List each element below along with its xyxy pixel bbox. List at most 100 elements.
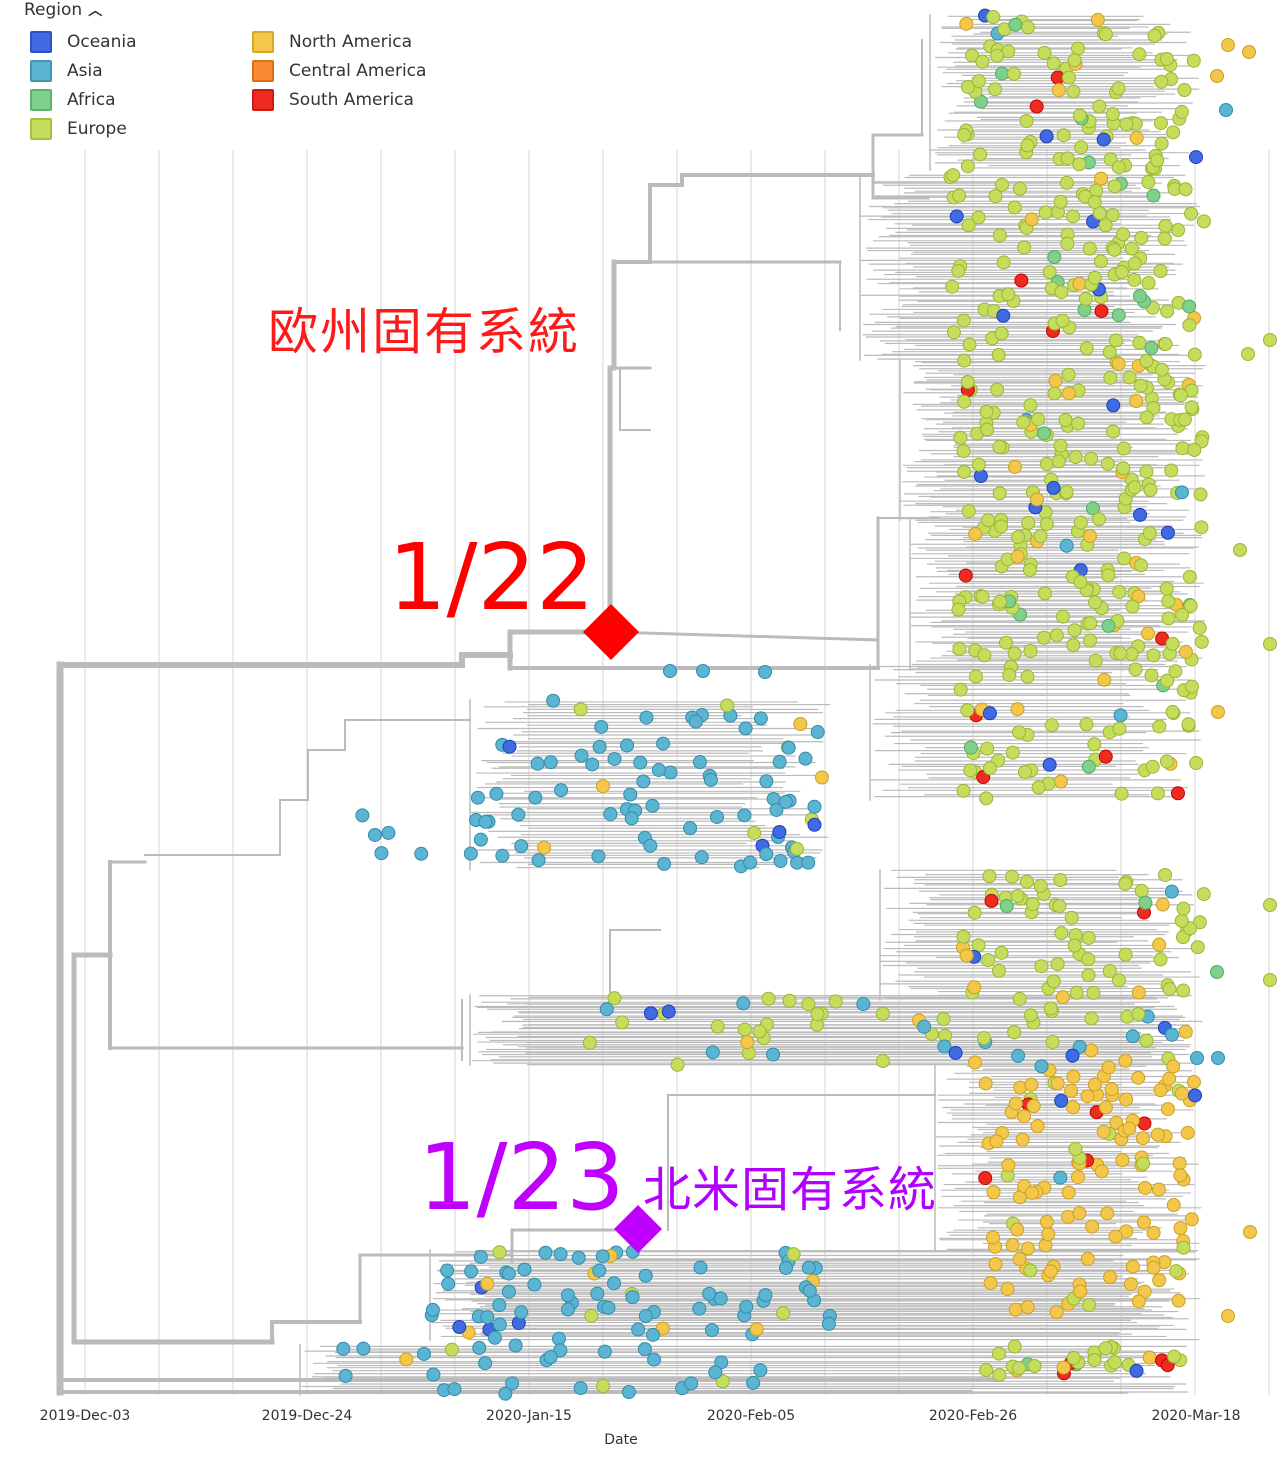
tip-node <box>1108 333 1123 348</box>
tip-node <box>1017 1109 1032 1124</box>
tip-node <box>994 945 1009 960</box>
tip-node <box>1133 507 1148 522</box>
tip-node <box>1141 175 1156 190</box>
legend-item-south-america[interactable]: South America <box>252 87 414 113</box>
tip-node <box>1182 569 1197 584</box>
tip-node <box>546 693 561 708</box>
tip-node <box>1161 611 1176 626</box>
tip-node <box>441 1276 456 1291</box>
tip-node <box>1042 265 1057 280</box>
tip-node <box>1066 1100 1081 1115</box>
tip-node <box>1112 584 1127 599</box>
tip-node <box>801 855 816 870</box>
legend-label: South America <box>289 90 414 110</box>
chevron-up-icon[interactable]: ︿ <box>88 3 103 19</box>
tip-node <box>1007 200 1022 215</box>
legend-item-europe[interactable]: Europe <box>30 116 127 142</box>
tip-node <box>1153 116 1168 131</box>
tip-node <box>1131 985 1146 1000</box>
tip-node <box>994 177 1009 192</box>
tip-node <box>875 1006 890 1021</box>
tip-node <box>1031 412 1046 427</box>
tip-node <box>1141 275 1156 290</box>
tip-node <box>1183 598 1198 613</box>
legend-item-asia[interactable]: Asia <box>30 58 103 84</box>
tip-node <box>801 1260 816 1275</box>
tip-node <box>1128 662 1143 677</box>
tip-node <box>463 846 478 861</box>
tip-node <box>1066 84 1081 99</box>
tip-node <box>917 1019 932 1034</box>
tip-node <box>1080 1089 1095 1104</box>
tip-node <box>1154 136 1169 151</box>
tip-node <box>778 794 793 809</box>
tip-node <box>1016 415 1031 430</box>
tip-node <box>1151 1182 1166 1197</box>
tip-node <box>807 817 822 832</box>
tip-node <box>1131 1070 1146 1085</box>
tip-node <box>1211 705 1225 719</box>
legend-item-central-america[interactable]: Central America <box>252 58 426 84</box>
tip-node <box>1136 1156 1151 1171</box>
tip-node <box>1122 1121 1137 1136</box>
tip-node <box>1146 1225 1161 1240</box>
tip-node <box>1020 1300 1035 1315</box>
tip-node <box>1068 1142 1083 1157</box>
tip-node <box>1116 441 1131 456</box>
tip-node <box>1010 888 1025 903</box>
tip-node <box>992 1367 1007 1382</box>
tip-node <box>514 1305 529 1320</box>
tip-node <box>1061 70 1076 85</box>
tip-node <box>655 1321 670 1336</box>
tip-node <box>1131 1294 1146 1309</box>
tip-node <box>960 703 975 718</box>
tip-node <box>1007 66 1022 81</box>
tip-node <box>560 1288 575 1303</box>
tip-node <box>592 739 607 754</box>
tip-node <box>975 54 990 69</box>
tip-node <box>599 1002 614 1017</box>
tip-node <box>639 710 654 725</box>
tip-node <box>426 1367 441 1382</box>
tip-node <box>1081 930 1096 945</box>
tip-node <box>992 439 1007 454</box>
tip-node <box>1129 1363 1144 1378</box>
tip-node <box>1111 356 1126 371</box>
tip-node <box>971 210 986 225</box>
tip-node <box>1134 558 1149 573</box>
tip-node <box>984 893 999 908</box>
legend-item-oceania[interactable]: Oceania <box>30 29 137 55</box>
tip-node <box>692 1301 707 1316</box>
tip-node <box>790 841 805 856</box>
legend-item-africa[interactable]: Africa <box>30 87 116 113</box>
tip-node <box>988 189 1003 204</box>
tip-node <box>1098 749 1113 764</box>
legend-item-north-america[interactable]: North America <box>252 29 412 55</box>
x-tick-label: 2020-Feb-05 <box>706 1408 796 1424</box>
tip-node <box>1027 1358 1042 1373</box>
tip-node <box>591 849 606 864</box>
tip-node <box>452 1320 467 1335</box>
tip-node <box>963 740 978 755</box>
tip-node <box>1085 1219 1100 1234</box>
tip-node <box>1169 1264 1184 1279</box>
tip-node <box>367 827 382 842</box>
tip-node <box>1081 968 1096 983</box>
tip-node <box>989 1134 1004 1149</box>
tip-node <box>1196 214 1211 229</box>
tip-node <box>472 1340 487 1355</box>
tip-node <box>782 993 797 1008</box>
legend-title[interactable]: Region ︿ <box>24 0 102 20</box>
tip-node <box>773 854 788 869</box>
tip-node <box>986 1185 1001 1200</box>
tip-node <box>1171 223 1186 238</box>
tip-node <box>801 997 816 1012</box>
tip-node <box>1194 520 1209 535</box>
tip-node <box>1170 786 1185 801</box>
tip-node <box>798 751 813 766</box>
tip-node <box>596 1379 611 1394</box>
tip-node <box>636 774 651 789</box>
tip-node <box>1052 898 1067 913</box>
tip-node <box>1190 940 1205 955</box>
tip-node <box>1008 17 1023 32</box>
